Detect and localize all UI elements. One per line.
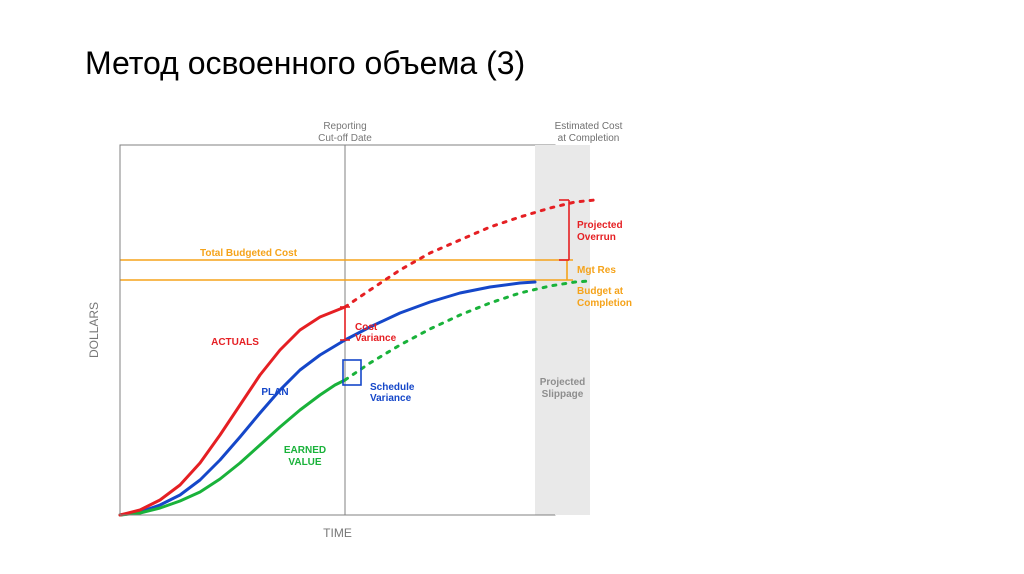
svg-text:VALUE: VALUE [288, 457, 321, 468]
svg-text:at Completion: at Completion [558, 133, 620, 144]
svg-text:Mgt Res: Mgt Res [577, 265, 616, 276]
svg-text:Cut-off Date: Cut-off Date [318, 133, 372, 144]
svg-text:DOLLARS: DOLLARS [87, 302, 101, 358]
svg-text:EARNED: EARNED [284, 445, 326, 456]
svg-text:Variance: Variance [355, 333, 397, 344]
svg-text:Budget at: Budget at [577, 286, 624, 297]
evm-chart: TIME DOLLARS ReportingCut-off Date Estimate… [80, 115, 700, 550]
slide-title: Метод освоенного объема (3) [85, 45, 525, 82]
svg-text:Projected: Projected [540, 377, 586, 388]
svg-text:Overrun: Overrun [577, 232, 616, 243]
svg-text:PLAN: PLAN [261, 387, 288, 398]
svg-text:Cost: Cost [355, 322, 378, 333]
svg-text:Variance: Variance [370, 393, 412, 404]
svg-text:ACTUALS: ACTUALS [211, 337, 259, 348]
svg-text:Reporting: Reporting [323, 121, 366, 132]
chart-svg: TIME DOLLARS ReportingCut-off Date Estimate… [80, 115, 700, 550]
svg-text:Estimated Cost: Estimated Cost [555, 121, 623, 132]
svg-text:Completion: Completion [577, 298, 632, 309]
svg-text:Schedule: Schedule [370, 382, 415, 393]
svg-text:Projected: Projected [577, 220, 623, 231]
svg-text:Total Budgeted Cost: Total Budgeted Cost [200, 248, 298, 259]
svg-text:TIME: TIME [323, 526, 352, 540]
svg-text:Slippage: Slippage [542, 389, 584, 400]
